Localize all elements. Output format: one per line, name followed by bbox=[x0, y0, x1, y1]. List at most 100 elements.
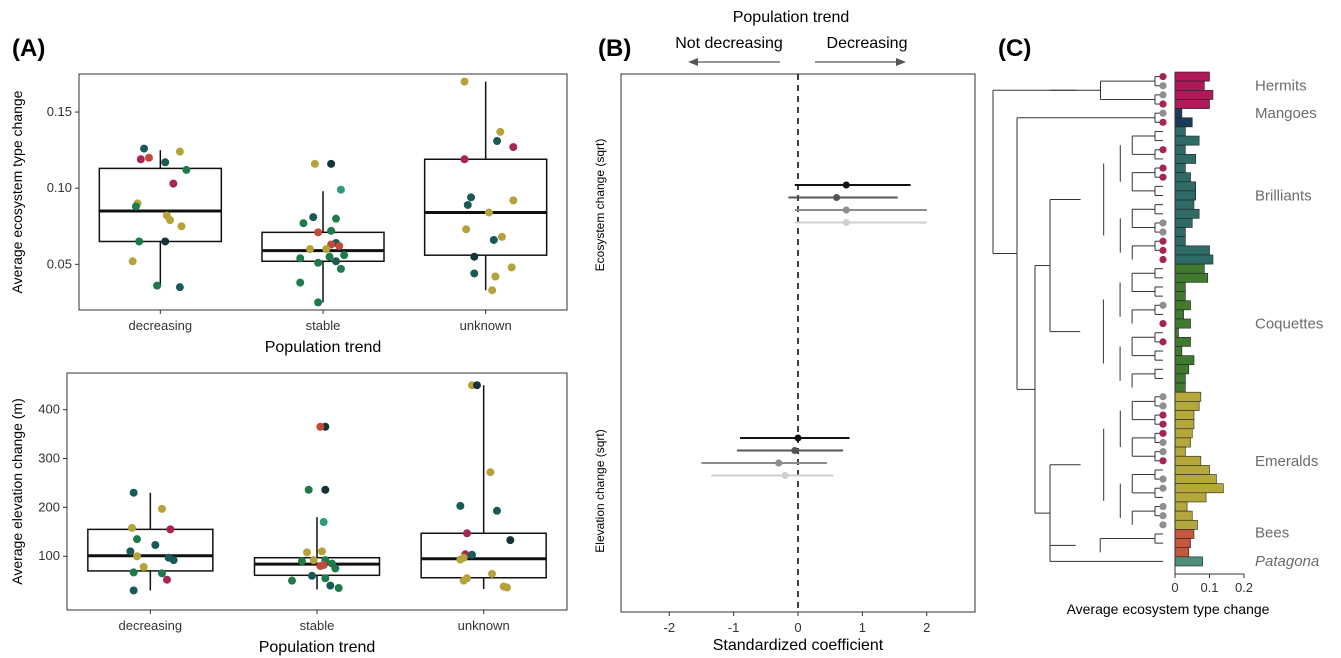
data-point bbox=[177, 222, 186, 231]
box bbox=[98, 167, 223, 243]
y-tick-label: 0.05 bbox=[47, 256, 72, 271]
y-tick-label: 300 bbox=[38, 451, 60, 466]
x-tick-label: 0 bbox=[1171, 580, 1178, 595]
data-point bbox=[462, 225, 471, 234]
data-point bbox=[486, 468, 495, 477]
data-point bbox=[327, 159, 336, 168]
data-point bbox=[166, 216, 175, 225]
data-point bbox=[140, 144, 149, 153]
tip-dot bbox=[1159, 420, 1167, 428]
coefficient-point bbox=[842, 181, 850, 189]
data-point bbox=[126, 547, 135, 556]
data-point bbox=[309, 213, 318, 222]
data-point bbox=[507, 263, 516, 272]
data-point bbox=[129, 586, 138, 595]
y-tick-label: 0.10 bbox=[47, 180, 72, 195]
data-point bbox=[493, 506, 501, 515]
bar bbox=[1174, 501, 1188, 512]
x-axis-title: Population trend bbox=[259, 639, 376, 656]
tip-dot bbox=[1159, 484, 1167, 492]
panel-label-c: (C) bbox=[998, 35, 1031, 62]
coefficient-point bbox=[791, 447, 799, 454]
data-point bbox=[488, 569, 496, 578]
x-axis-title: Population trend bbox=[265, 339, 382, 356]
bar bbox=[1174, 364, 1190, 375]
x-tick-label: 1 bbox=[859, 620, 866, 635]
tip-dot bbox=[1159, 219, 1167, 227]
data-point bbox=[334, 584, 343, 593]
data-point bbox=[460, 155, 469, 164]
data-point bbox=[470, 269, 479, 278]
bar bbox=[1174, 272, 1209, 283]
tip-dot bbox=[1159, 457, 1167, 465]
tip-dot bbox=[1159, 173, 1167, 181]
tip-dot bbox=[1159, 237, 1167, 245]
y-tick-label: 100 bbox=[38, 548, 60, 563]
x-tick-label: -1 bbox=[728, 620, 740, 635]
bar bbox=[1174, 190, 1197, 201]
data-point bbox=[303, 548, 311, 557]
bar bbox=[1174, 245, 1210, 256]
tip-dot bbox=[1159, 448, 1167, 456]
data-point bbox=[488, 286, 497, 295]
clade-label: Bees bbox=[1255, 525, 1289, 542]
tip-dot bbox=[1159, 411, 1167, 419]
x-tick-label: 0.1 bbox=[1200, 580, 1218, 595]
y-axis-title: Average elevation change (m) bbox=[9, 398, 25, 585]
arrow-left-head bbox=[688, 58, 698, 66]
bar bbox=[1174, 519, 1198, 530]
tip-dot bbox=[1159, 429, 1167, 437]
bar bbox=[1174, 510, 1193, 521]
bar bbox=[1174, 336, 1191, 347]
data-point bbox=[151, 541, 160, 550]
tip-dot bbox=[1159, 475, 1167, 483]
data-point bbox=[332, 214, 341, 223]
data-point bbox=[169, 556, 178, 565]
data-point bbox=[161, 158, 170, 167]
coefficient-point bbox=[781, 472, 789, 479]
bar bbox=[1174, 117, 1193, 128]
tip-dot bbox=[1159, 91, 1167, 99]
data-point bbox=[144, 153, 153, 162]
data-point bbox=[133, 535, 141, 544]
data-point bbox=[175, 147, 184, 156]
panel-b-title: Population trend bbox=[733, 9, 850, 26]
data-point bbox=[336, 264, 345, 273]
data-point bbox=[314, 258, 323, 267]
data-point bbox=[131, 202, 140, 211]
bar bbox=[1174, 437, 1191, 448]
data-point bbox=[136, 155, 145, 164]
data-point bbox=[473, 381, 481, 390]
bar bbox=[1174, 208, 1200, 219]
box bbox=[261, 231, 385, 263]
data-point bbox=[305, 245, 314, 254]
phylogeny-tree bbox=[992, 76, 1163, 562]
tip-dot bbox=[1159, 118, 1167, 126]
bar bbox=[1174, 154, 1197, 164]
data-point bbox=[326, 581, 335, 590]
data-point bbox=[491, 272, 500, 281]
x-tick-label: decreasing bbox=[119, 618, 183, 633]
y-axis-title: Average ecosystem type change bbox=[9, 90, 25, 293]
bar bbox=[1174, 455, 1202, 466]
data-point bbox=[298, 557, 306, 566]
bar bbox=[1174, 401, 1200, 411]
coefficient-point bbox=[842, 206, 850, 214]
x-tick-label: -2 bbox=[663, 620, 675, 635]
data-point bbox=[470, 252, 479, 261]
coefficient-point bbox=[794, 434, 802, 442]
data-point bbox=[314, 298, 323, 307]
x-tick-label: stable bbox=[300, 618, 335, 633]
tip-dot bbox=[1159, 255, 1167, 264]
data-point bbox=[468, 550, 476, 559]
bar bbox=[1174, 483, 1224, 494]
y-tick-label: 400 bbox=[38, 402, 60, 417]
box bbox=[253, 556, 381, 577]
data-point bbox=[340, 251, 349, 260]
data-point bbox=[129, 568, 138, 577]
data-point bbox=[158, 504, 166, 513]
tip-dot bbox=[1159, 319, 1167, 328]
data-point bbox=[321, 485, 330, 494]
x-tick-label: unknown bbox=[460, 318, 512, 333]
